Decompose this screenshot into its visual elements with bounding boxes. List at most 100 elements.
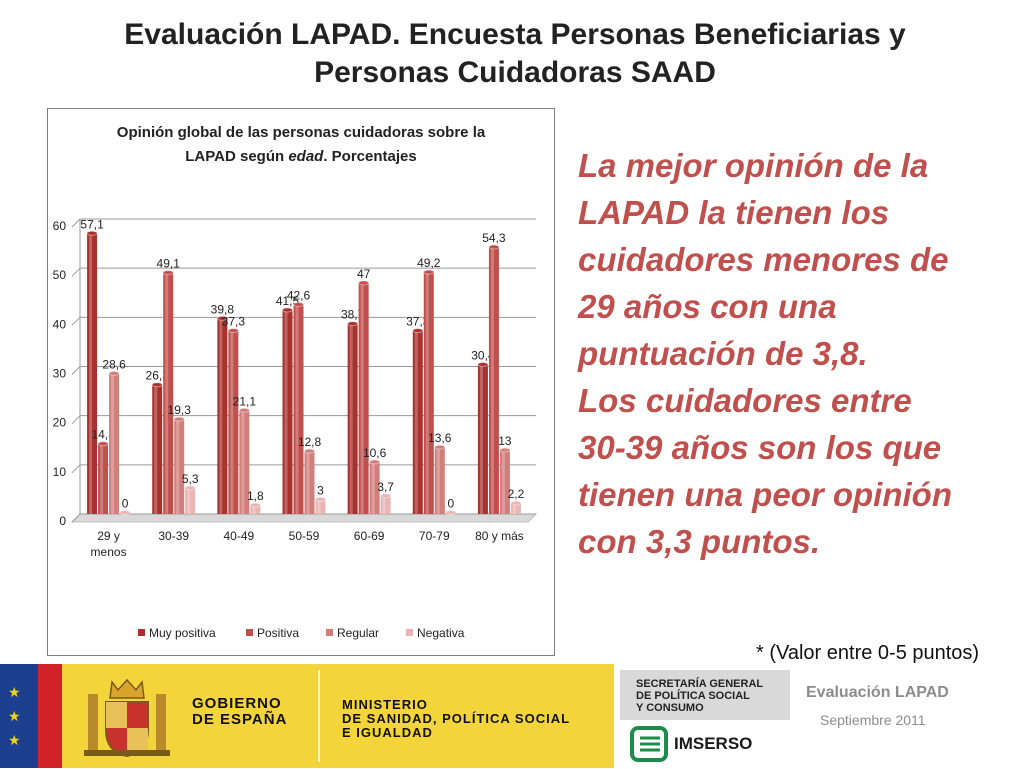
data-label: 2,2: [508, 487, 525, 501]
government-label: GOBIERNO DE ESPAÑA: [192, 696, 287, 728]
conclusion-line: 29 años con una: [578, 288, 837, 325]
x-tick-label: 60-69: [354, 529, 385, 543]
bar-cap: [151, 382, 163, 388]
gridline-depth: [71, 366, 81, 375]
x-tick-label: 50-59: [289, 529, 320, 543]
legend-label: Negativa: [417, 626, 465, 640]
bar-cap: [412, 328, 424, 334]
footer-banner: ★ ★ ★ GOBIERNO DE ESPAÑA MINISTERIO DE SAN…: [0, 664, 1024, 768]
bar-cap: [510, 500, 522, 506]
bar-highlight: [165, 272, 169, 514]
eu-flag-icon: ★ ★ ★: [0, 664, 62, 768]
bar-cap: [499, 447, 511, 453]
bar-cap: [86, 230, 98, 236]
bar-highlight: [479, 364, 483, 514]
conclusion-text: La mejor opinión de la LAPAD la tienen lo…: [578, 142, 1018, 565]
bar-highlight: [295, 304, 299, 514]
conclusion-line: con 3,3 puntos.: [578, 523, 821, 560]
bar-highlight: [219, 318, 223, 514]
gridline-depth: [71, 316, 81, 326]
ministry-line: DE SANIDAD, POLÍTICA SOCIAL: [342, 711, 571, 726]
chart-title-prefix: LAPAD según: [185, 148, 289, 165]
legend-swatch: [138, 629, 145, 636]
divider: [318, 670, 320, 762]
secretaria-line: DE POLÍTICA SOCIAL: [636, 690, 750, 702]
data-label: 19,3: [168, 403, 192, 417]
data-label: 13,6: [428, 431, 452, 445]
data-label: 3: [317, 483, 324, 497]
data-label: 12,8: [298, 435, 322, 449]
footnote: * (Valor entre 0-5 puntos): [756, 642, 980, 664]
data-label: 49,1: [157, 257, 181, 271]
bar: [152, 384, 163, 514]
bar-cap: [477, 362, 489, 368]
ministry-line: MINISTERIO: [342, 697, 428, 712]
data-label: 57,1: [80, 217, 104, 231]
imserso-label: IMSERSO: [674, 734, 753, 753]
data-label: 28,6: [102, 357, 126, 371]
bar: [304, 451, 315, 514]
data-label: 21,1: [233, 394, 257, 408]
y-tick-label: 10: [53, 465, 67, 479]
bar-cap: [162, 270, 174, 276]
bar-highlight: [306, 451, 310, 514]
gridline-depth: [71, 415, 81, 425]
bar-highlight: [89, 233, 93, 514]
bar-cap: [488, 244, 500, 250]
y-tick-label: 30: [53, 367, 67, 381]
bar-highlight: [349, 323, 353, 514]
bar-cap: [216, 315, 228, 321]
data-label: 37,3: [222, 315, 246, 329]
data-label: 49,2: [417, 256, 441, 270]
bar-cap: [282, 307, 293, 313]
data-label: 5,3: [182, 472, 199, 486]
flag-stripe: [38, 664, 62, 768]
gridline-depth: [71, 267, 81, 277]
bar: [358, 282, 369, 514]
legend-label: Muy positiva: [149, 626, 216, 640]
bar-cap: [173, 416, 185, 422]
y-tick-label: 40: [53, 317, 67, 331]
x-tick-label: menos: [91, 545, 127, 559]
data-label: 54,3: [482, 231, 506, 245]
data-label: 42,6: [287, 289, 311, 303]
data-label: 10,6: [363, 446, 387, 460]
secretaria-box: SECRETARÍA GENERAL DE POLÍTICA SOCIAL Y CO…: [620, 670, 790, 720]
x-tick-label: 40-49: [224, 529, 255, 543]
bar: [369, 461, 380, 514]
conclusion-line: Los cuidadores entre: [578, 382, 912, 419]
bar: [412, 330, 423, 514]
bar-highlight: [360, 282, 364, 514]
bar-highlight: [111, 373, 115, 514]
star-icon: ★: [8, 732, 21, 748]
secretaria-label: SECRETARÍA GENERAL DE POLÍTICA SOCIAL Y CO…: [636, 678, 763, 714]
bar: [434, 447, 445, 514]
bar: [250, 505, 261, 514]
bar-highlight: [100, 443, 104, 514]
chart-title-line-1: Opinión global de las personas cuidadora…: [116, 124, 486, 141]
bar: [380, 495, 391, 514]
bar-cap: [380, 493, 392, 499]
legend-label: Regular: [337, 626, 379, 640]
bar-highlight: [176, 419, 180, 514]
bar: [239, 410, 250, 514]
data-label: 47: [357, 267, 371, 281]
bar-cap: [423, 269, 435, 275]
conclusion-line: tienen una peor opinión: [578, 476, 952, 513]
bar-highlight: [317, 499, 321, 514]
bar-highlight: [490, 247, 494, 514]
bar-highlight: [241, 410, 245, 514]
chart-title-suffix: . Porcentajes: [323, 148, 417, 165]
y-tick-label: 0: [59, 514, 66, 528]
evaluation-label: Evaluación LAPAD: [806, 684, 949, 701]
bar-highlight: [371, 461, 375, 514]
bar-highlight: [154, 384, 158, 514]
bar: [488, 247, 499, 514]
bar-highlight: [501, 450, 505, 514]
bar-highlight: [382, 495, 386, 514]
bar-cap: [97, 441, 109, 447]
data-label: 0: [447, 497, 454, 511]
data-label: 0: [122, 497, 129, 511]
bar: [499, 450, 510, 514]
bar-highlight: [436, 447, 440, 514]
